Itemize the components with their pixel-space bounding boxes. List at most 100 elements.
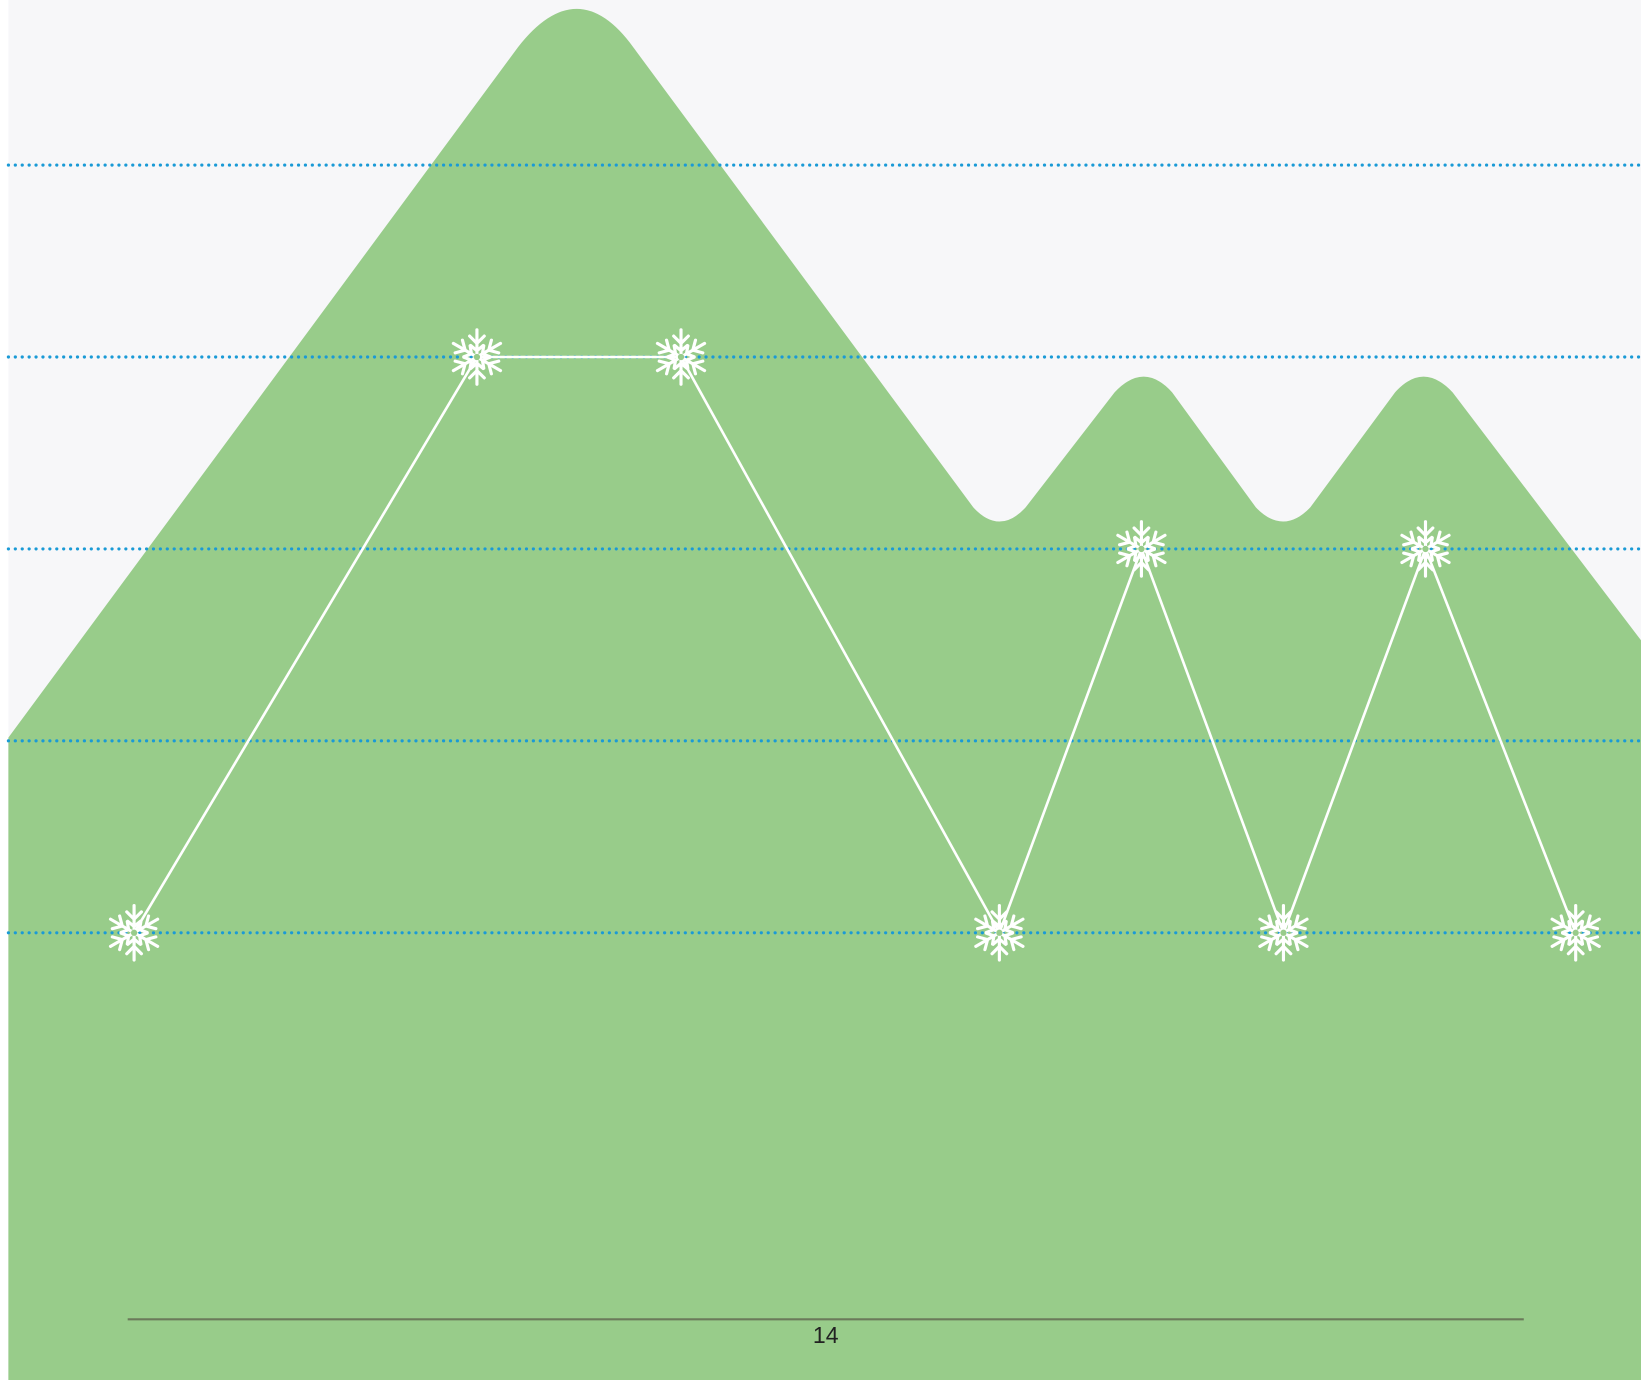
snowflake-core	[1138, 545, 1145, 553]
snowflake-arm	[1116, 547, 1143, 568]
arm-branch	[1287, 931, 1307, 952]
snowflake-arm	[1416, 520, 1435, 551]
series-line	[132, 355, 1577, 937]
arm-branch	[1566, 910, 1585, 929]
arm-branch	[1118, 530, 1138, 551]
snowflake-arm	[132, 931, 160, 952]
snowflake-core	[996, 929, 1003, 936]
snowflake-arm	[655, 355, 683, 376]
snowflake-arm	[679, 338, 707, 359]
snowflake-arm	[1281, 914, 1309, 935]
snowflake-arm	[475, 338, 503, 359]
arm-branch	[1416, 526, 1435, 545]
snowflake-arm	[672, 328, 690, 359]
snowflake-arm	[1258, 914, 1286, 935]
snowflake-arm	[125, 904, 143, 935]
snowflake-core	[1280, 929, 1287, 936]
arm-branch	[657, 355, 678, 376]
arm-branch	[110, 931, 131, 952]
arm-branch	[468, 361, 486, 380]
snowflake-arm	[108, 931, 136, 952]
snowflake-arm	[1416, 547, 1435, 578]
arm-branch	[125, 910, 143, 929]
snowflake-arm	[990, 931, 1009, 962]
snowflake-core	[473, 353, 481, 361]
arm-branch	[1579, 914, 1600, 935]
snowflake-arm	[672, 355, 690, 386]
snowflake-core	[1572, 929, 1579, 936]
snowflake-arm	[1566, 931, 1585, 962]
arm-branch	[1274, 910, 1293, 929]
arm-branch	[684, 338, 705, 359]
arm-branch	[657, 338, 678, 359]
snowflake-core	[677, 353, 685, 361]
snowflake-arm	[997, 914, 1025, 935]
arm-branch	[1003, 931, 1023, 952]
arm-branch	[990, 937, 1009, 956]
snowflake-arm	[1132, 547, 1151, 578]
arm-branch	[672, 361, 690, 380]
arm-branch	[137, 914, 158, 935]
snowflake-marker	[1116, 520, 1167, 578]
arm-branch	[976, 914, 996, 935]
arm-branch	[1429, 547, 1449, 568]
arm-branch	[1287, 914, 1307, 935]
snowflake-arm	[475, 355, 503, 376]
series	[108, 328, 1601, 962]
snowflake-arm	[125, 931, 143, 962]
snowflake-arm	[679, 355, 707, 376]
arm-branch	[1145, 547, 1165, 568]
arm-branch	[1145, 530, 1165, 551]
snowflake-arm	[974, 914, 1001, 935]
arm-branch	[1132, 553, 1151, 572]
arm-branch	[110, 914, 131, 935]
arm-branch	[1402, 530, 1422, 551]
snowflake-arm	[1116, 530, 1143, 551]
arm-branch	[1402, 547, 1422, 568]
arm-branch	[1274, 937, 1293, 956]
snowflake-arm	[990, 904, 1009, 935]
snowflake-marker	[974, 904, 1025, 962]
arm-branch	[1260, 914, 1280, 935]
snowflake-arm	[1550, 931, 1578, 952]
arm-branch	[137, 931, 158, 952]
snowflake-arm	[468, 328, 486, 359]
arm-branch	[976, 931, 996, 952]
arm-branch	[468, 334, 486, 353]
snowflake-arm	[1258, 931, 1286, 952]
mountain	[8, 9, 1641, 1380]
arm-branch	[1429, 530, 1449, 551]
arm-branch	[480, 338, 501, 359]
snowflake-arm	[997, 931, 1025, 952]
snowflake-arm	[1423, 547, 1451, 568]
arm-branch	[990, 910, 1009, 929]
arm-branch	[1552, 931, 1573, 952]
snowflake-arm	[1550, 914, 1578, 935]
grid	[6, 163, 1641, 935]
snowflake-arm	[655, 338, 683, 359]
snowflake-arm	[1423, 530, 1451, 551]
arm-branch	[1416, 553, 1435, 572]
snowflake-arm	[132, 914, 160, 935]
arm-branch	[1552, 914, 1573, 935]
snowflake-arm	[1566, 904, 1585, 935]
snowflake-marker	[1258, 904, 1309, 962]
snowflake-arm	[1274, 904, 1293, 935]
snowflake-marker	[108, 904, 160, 962]
snowflake-arm	[1574, 914, 1601, 935]
arm-branch	[1003, 914, 1023, 935]
snowflake-arm	[1132, 520, 1151, 551]
snowflake-arm	[1574, 931, 1601, 952]
snowflake-marker	[1550, 904, 1601, 962]
snowflake-marker	[1400, 520, 1451, 578]
snowflake-core	[1422, 545, 1429, 553]
snowflake-marker	[451, 328, 503, 386]
arm-branch	[480, 355, 501, 376]
x-axis-label: 14	[813, 1322, 839, 1348]
snowflake-arm	[451, 338, 479, 359]
snowflake-arm	[108, 914, 136, 935]
snowflake-arm	[1400, 547, 1428, 568]
arm-branch	[1132, 526, 1151, 545]
snowflake-arm	[468, 355, 486, 386]
